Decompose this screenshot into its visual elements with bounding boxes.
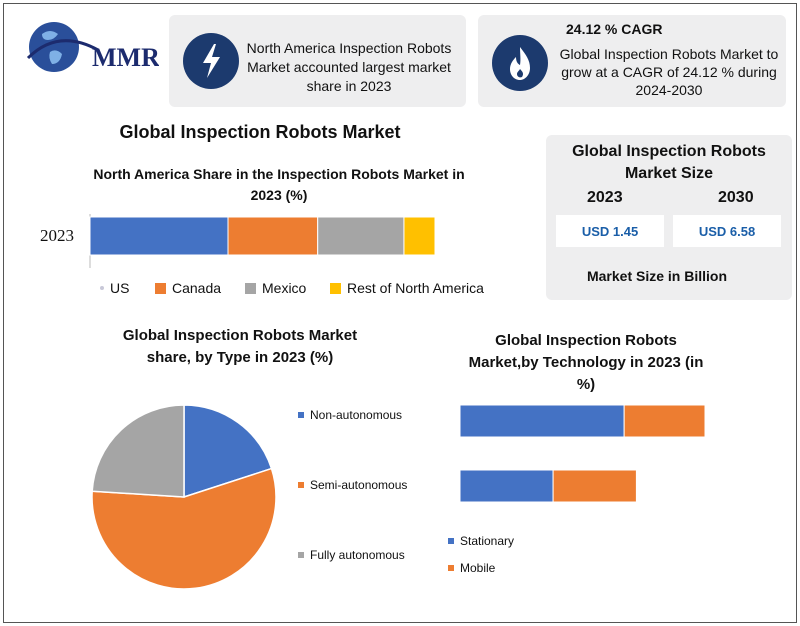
legend-label: Canada (172, 280, 222, 296)
bar-segment-canada (227, 216, 319, 256)
legend-swatch (448, 538, 454, 544)
market-size-title: Global Inspection Robots Market Size (572, 143, 766, 182)
bar-segment-stationary-2 (459, 469, 554, 503)
legend-label: Rest of North America (347, 280, 484, 296)
technology-bar-chart (459, 404, 706, 503)
legend-item-semi-autonomous: Semi-autonomous (298, 478, 407, 492)
bar-segment-mobile-1 (623, 404, 706, 438)
legend-item-us: US (100, 280, 129, 296)
info-card-1-text: North America Inspection Robots Market a… (246, 40, 452, 94)
cagr-heading: 24.12 % CAGR (566, 21, 663, 37)
info-card-2-text: Global Inspection Robots Market to grow … (559, 46, 779, 98)
market-size-card: Global Inspection Robots Market Size 202… (546, 135, 792, 300)
market-size-year-2030: 2030 (718, 189, 754, 206)
infographic-frame (3, 3, 797, 623)
legend-label: Mexico (262, 280, 307, 296)
pie-slice-semi-autonomous (91, 467, 277, 590)
bar-segment-mobile-2 (552, 469, 637, 503)
pie-slice-non-autonomous (183, 404, 273, 499)
main-title: Global Inspection Robots Market (119, 122, 401, 142)
technology-legend: Stationary Mobile (448, 534, 588, 584)
info-card-north-america: North America Inspection Robots Market a… (169, 15, 466, 107)
legend-item-stationary: Stationary (448, 534, 514, 548)
pie-slice-fully-autonomous (91, 404, 185, 498)
legend-label: Mobile (460, 561, 496, 575)
legend-swatch (298, 482, 304, 488)
legend-swatch (298, 552, 304, 558)
legend-swatch (298, 412, 304, 418)
na-share-chart (89, 214, 436, 268)
legend-label: US (110, 280, 130, 296)
legend-swatch (155, 282, 166, 294)
bar-segment-us (89, 216, 229, 256)
legend-label: Semi-autonomous (310, 478, 408, 492)
legend-label: Non-autonomous (310, 408, 403, 422)
lightning-icon (183, 33, 239, 89)
legend-swatch (100, 286, 104, 290)
legend-label: Stationary (460, 534, 515, 548)
legend-item-canada: Canada (155, 280, 221, 296)
info-card-cagr: 24.12 % CAGR Global Inspection Robots Ma… (478, 15, 786, 107)
legend-item-rest-of-north-america: Rest of North America (330, 280, 484, 296)
market-size-value-2023: USD 1.45 (556, 215, 664, 247)
market-size-year-2023: 2023 (587, 189, 623, 206)
technology-chart-title: Global Inspection Robots Market,by Techn… (468, 332, 704, 393)
legend-item-mobile: Mobile (448, 561, 495, 575)
na-share-legend: US Canada Mexico Rest of North America (100, 280, 520, 298)
bar-segment-stationary-1 (459, 404, 625, 438)
flame-icon (492, 35, 548, 91)
legend-swatch (245, 282, 256, 294)
type-share-pie-chart (91, 404, 277, 590)
na-share-category-label: 2023 (40, 226, 74, 245)
legend-item-non-autonomous: Non-autonomous (298, 408, 402, 422)
legend-item-mexico: Mexico (245, 280, 306, 296)
legend-item-fully-autonomous: Fully autonomous (298, 548, 405, 562)
type-share-legend: Non-autonomous Semi-autonomous Fully auton… (298, 400, 438, 580)
legend-swatch (330, 282, 341, 294)
na-share-chart-title: North America Share in the Inspection Ro… (93, 166, 465, 203)
bar-segment-rest-of-north-america (403, 216, 436, 256)
logo-text: MMR (92, 43, 159, 72)
market-size-value-2030: USD 6.58 (673, 215, 781, 247)
legend-swatch (448, 565, 454, 571)
type-share-chart-title: Global Inspection Robots Market share, b… (122, 327, 358, 366)
bar-segment-mexico (317, 216, 405, 256)
mmr-logo: MMR (26, 22, 159, 72)
market-size-footer: Market Size in Billion (586, 268, 728, 284)
globe-icon (29, 22, 79, 72)
legend-label: Fully autonomous (310, 548, 405, 562)
